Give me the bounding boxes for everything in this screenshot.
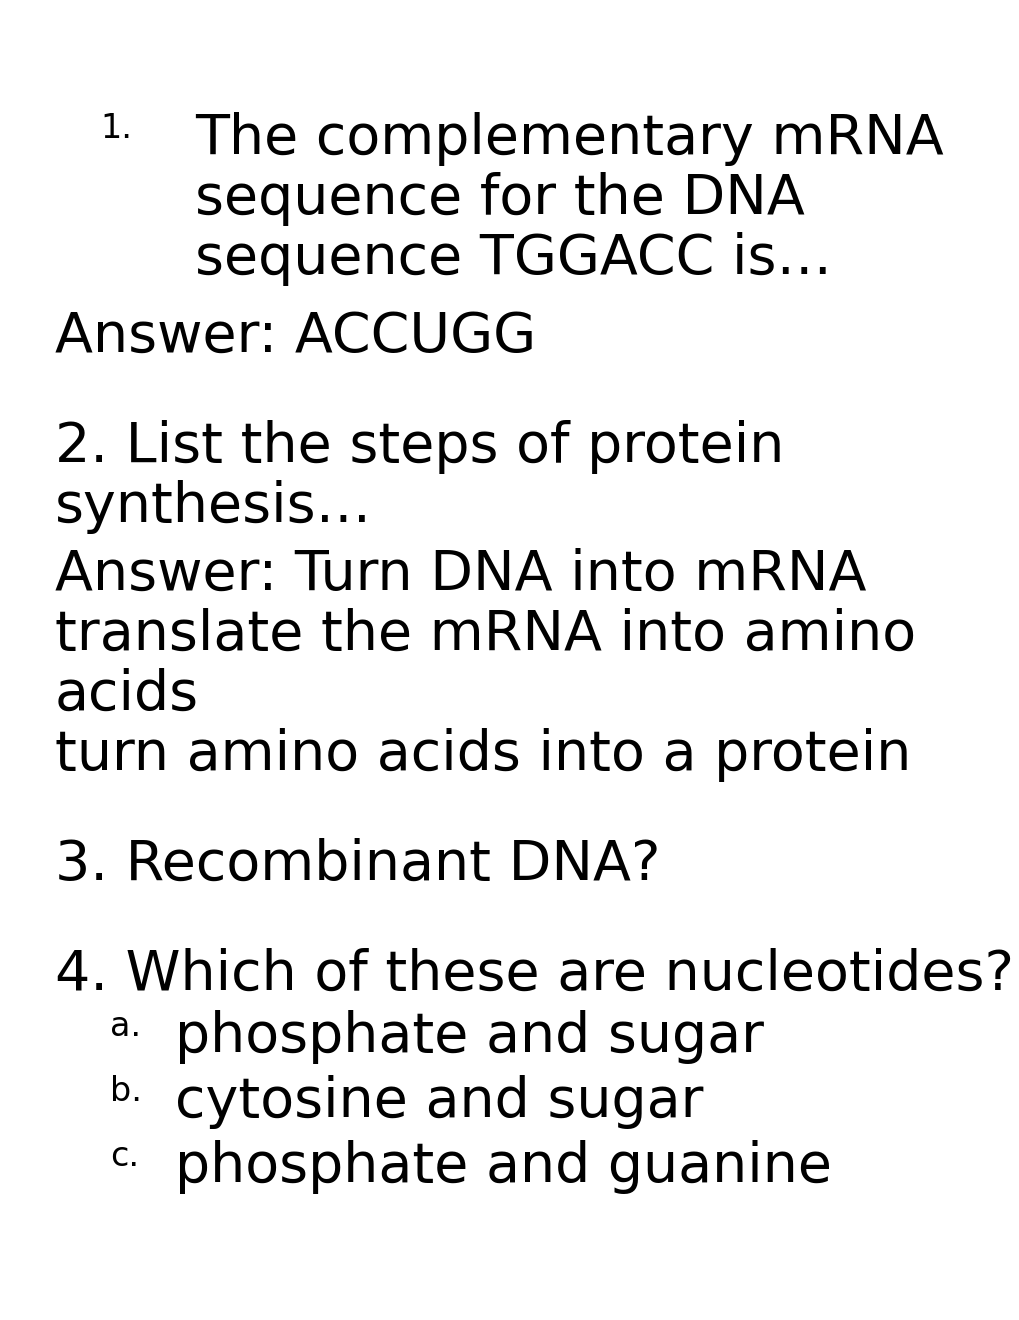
Text: Answer: Turn DNA into mRNA: Answer: Turn DNA into mRNA bbox=[55, 548, 866, 602]
Text: acids: acids bbox=[55, 668, 199, 722]
Text: 4. Which of these are nucleotides?: 4. Which of these are nucleotides? bbox=[55, 948, 1013, 1002]
Text: sequence for the DNA: sequence for the DNA bbox=[195, 172, 804, 226]
Text: The complementary mRNA: The complementary mRNA bbox=[195, 112, 943, 166]
Text: phosphate and sugar: phosphate and sugar bbox=[175, 1010, 763, 1064]
Text: cytosine and sugar: cytosine and sugar bbox=[175, 1074, 703, 1129]
Text: turn amino acids into a protein: turn amino acids into a protein bbox=[55, 729, 911, 781]
Text: Answer: ACCUGG: Answer: ACCUGG bbox=[55, 310, 536, 364]
Text: synthesis…: synthesis… bbox=[55, 480, 372, 535]
Text: c.: c. bbox=[110, 1140, 139, 1173]
Text: 3. Recombinant DNA?: 3. Recombinant DNA? bbox=[55, 838, 660, 892]
Text: sequence TGGACC is…: sequence TGGACC is… bbox=[195, 232, 832, 286]
Text: 2. List the steps of protein: 2. List the steps of protein bbox=[55, 420, 784, 474]
Text: translate the mRNA into amino: translate the mRNA into amino bbox=[55, 609, 915, 663]
Text: 1.: 1. bbox=[100, 112, 131, 145]
Text: a.: a. bbox=[110, 1010, 141, 1043]
Text: b.: b. bbox=[110, 1074, 142, 1107]
Text: phosphate and guanine: phosphate and guanine bbox=[175, 1140, 832, 1195]
